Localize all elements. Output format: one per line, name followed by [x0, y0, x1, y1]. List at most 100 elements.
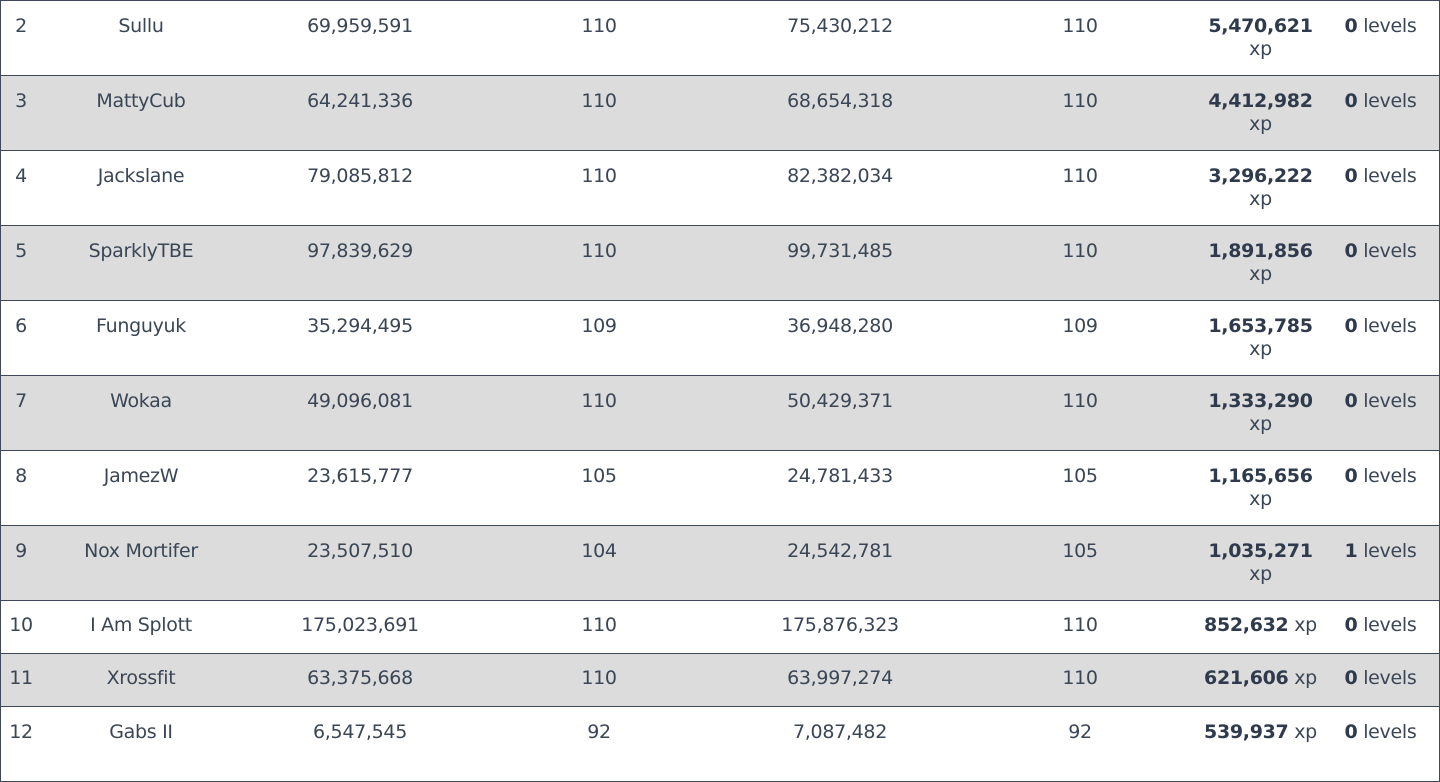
level-end-cell: 105: [1062, 465, 1098, 487]
xp-gain-cell: 5,470,621 xp: [1199, 1, 1322, 75]
player-name-link[interactable]: Jackslane: [97, 165, 185, 187]
level-end-cell: 105: [1062, 540, 1098, 562]
level-gain-value: 0: [1344, 614, 1358, 636]
xp-gain-unit: xp: [1294, 721, 1317, 743]
rank-cell: 12: [9, 721, 33, 743]
xp-gain-value: 1,891,856: [1208, 240, 1313, 262]
table-row: 10 I Am Splott 175,023,691 110 175,876,3…: [1, 601, 1439, 654]
table-row: 6 Funguyuk 35,294,495 109 36,948,280 109…: [1, 301, 1439, 376]
level-gain-unit: levels: [1363, 15, 1417, 37]
xp-gain-value: 621,606: [1204, 667, 1289, 689]
xp-start-cell: 23,615,777: [307, 465, 413, 487]
level-gain-unit: levels: [1363, 240, 1417, 262]
table-row: 11 Xrossfit 63,375,668 110 63,997,274 11…: [1, 654, 1439, 707]
level-gain-value: 0: [1344, 390, 1358, 412]
xp-gain-unit: xp: [1249, 38, 1272, 60]
table-row: 2 Sullu 69,959,591 110 75,430,212 110 5,…: [1, 1, 1439, 76]
level-gain-value: 0: [1344, 315, 1358, 337]
xp-gain-cell: 1,333,290 xp: [1199, 376, 1322, 450]
level-start-cell: 110: [581, 165, 617, 187]
level-start-cell: 105: [581, 465, 617, 487]
level-start-cell: 110: [581, 667, 617, 689]
rank-cell: 6: [15, 315, 27, 337]
xp-gain-cell: 3,296,222 xp: [1199, 151, 1322, 225]
rank-cell: 9: [15, 540, 27, 562]
level-gain-value: 0: [1344, 721, 1358, 743]
xp-gain-value: 4,412,982: [1208, 90, 1313, 112]
rank-cell: 7: [15, 390, 27, 412]
player-name-link[interactable]: Wokaa: [110, 390, 172, 412]
rank-cell: 3: [15, 90, 27, 112]
level-gain-cell: 0 levels: [1322, 151, 1439, 225]
xp-gain-cell: 1,891,856 xp: [1199, 226, 1322, 300]
rank-cell: 11: [9, 667, 33, 689]
xp-gain-value: 539,937: [1204, 721, 1289, 743]
xp-end-cell: 75,430,212: [787, 15, 893, 37]
xp-end-cell: 24,781,433: [787, 465, 893, 487]
player-name-link[interactable]: Gabs II: [109, 721, 173, 743]
xp-end-cell: 82,382,034: [787, 165, 893, 187]
xp-start-cell: 69,959,591: [307, 15, 413, 37]
player-name-link[interactable]: I Am Splott: [90, 614, 192, 636]
level-gain-unit: levels: [1363, 315, 1417, 337]
level-gain-cell: 0 levels: [1322, 707, 1439, 781]
level-gain-unit: levels: [1363, 540, 1417, 562]
player-name-link[interactable]: Xrossfit: [106, 667, 176, 689]
xp-gain-unit: xp: [1249, 263, 1272, 285]
level-gain-cell: 0 levels: [1322, 1, 1439, 75]
level-start-cell: 110: [581, 90, 617, 112]
xp-gain-value: 1,333,290: [1208, 390, 1313, 412]
level-gain-cell: 0 levels: [1322, 451, 1439, 525]
level-end-cell: 109: [1062, 315, 1098, 337]
xp-end-cell: 63,997,274: [787, 667, 893, 689]
player-name-link[interactable]: Funguyuk: [96, 315, 186, 337]
level-gain-value: 0: [1344, 667, 1358, 689]
table-row: 12 Gabs II 6,547,545 92 7,087,482 92 539…: [1, 707, 1439, 782]
xp-start-cell: 79,085,812: [307, 165, 413, 187]
table-row: 9 Nox Mortifer 23,507,510 104 24,542,781…: [1, 526, 1439, 601]
level-gain-unit: levels: [1363, 90, 1417, 112]
table-row: 8 JamezW 23,615,777 105 24,781,433 105 1…: [1, 451, 1439, 526]
rank-cell: 4: [15, 165, 27, 187]
level-gain-value: 0: [1344, 240, 1358, 262]
level-end-cell: 110: [1062, 90, 1098, 112]
rank-cell: 5: [15, 240, 27, 262]
xp-end-cell: 24,542,781: [787, 540, 893, 562]
level-end-cell: 110: [1062, 165, 1098, 187]
player-name-link[interactable]: SparklyTBE: [88, 240, 194, 262]
xp-gain-value: 5,470,621: [1208, 15, 1313, 37]
level-gain-value: 0: [1344, 165, 1358, 187]
level-start-cell: 104: [581, 540, 617, 562]
xp-gain-unit: xp: [1249, 113, 1272, 135]
table-row: 3 MattyCub 64,241,336 110 68,654,318 110…: [1, 76, 1439, 151]
xp-gain-unit: xp: [1249, 413, 1272, 435]
xp-start-cell: 49,096,081: [307, 390, 413, 412]
xp-start-cell: 35,294,495: [307, 315, 413, 337]
level-end-cell: 110: [1062, 240, 1098, 262]
level-gain-unit: levels: [1363, 614, 1417, 636]
xp-start-cell: 97,839,629: [307, 240, 413, 262]
level-gain-unit: levels: [1363, 721, 1417, 743]
xp-gain-cell: 4,412,982 xp: [1199, 76, 1322, 150]
player-name-link[interactable]: Sullu: [118, 15, 164, 37]
level-end-cell: 110: [1062, 667, 1098, 689]
level-start-cell: 110: [581, 240, 617, 262]
xp-gain-value: 1,035,271: [1208, 540, 1313, 562]
xp-start-cell: 23,507,510: [307, 540, 413, 562]
xp-start-cell: 64,241,336: [307, 90, 413, 112]
level-gain-unit: levels: [1363, 667, 1417, 689]
level-gain-unit: levels: [1363, 165, 1417, 187]
xp-gain-cell: 1,653,785 xp: [1199, 301, 1322, 375]
level-gain-cell: 0 levels: [1322, 301, 1439, 375]
level-gain-unit: levels: [1363, 465, 1417, 487]
level-gain-value: 0: [1344, 15, 1358, 37]
xp-gain-value: 1,653,785: [1208, 315, 1313, 337]
xp-start-cell: 63,375,668: [307, 667, 413, 689]
player-name-link[interactable]: MattyCub: [96, 90, 186, 112]
player-name-link[interactable]: JamezW: [103, 465, 179, 487]
xp-end-cell: 36,948,280: [787, 315, 893, 337]
player-name-link[interactable]: Nox Mortifer: [84, 540, 198, 562]
level-gain-cell: 0 levels: [1322, 654, 1439, 706]
level-start-cell: 110: [581, 390, 617, 412]
